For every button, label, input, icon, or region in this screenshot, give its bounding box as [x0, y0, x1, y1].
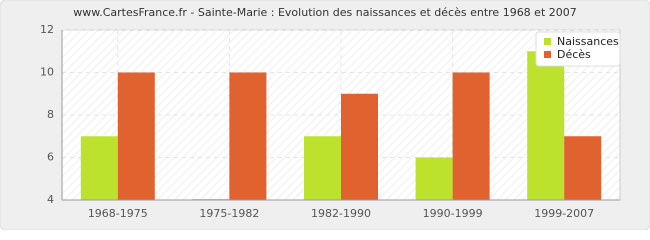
bar: [117, 72, 155, 200]
bar: [80, 136, 118, 200]
x-tick-label: 1999-2007: [534, 207, 594, 220]
legend-label: Naissances: [557, 35, 619, 48]
y-tick-label: 4: [47, 193, 54, 206]
bar: [527, 51, 565, 200]
legend-label: Décès: [557, 48, 591, 61]
bar: [229, 72, 267, 200]
bar: [304, 136, 341, 200]
y-tick-label: 10: [40, 66, 54, 79]
bar: [452, 72, 490, 200]
legend-swatch: [544, 38, 551, 45]
bar: [564, 136, 602, 200]
y-tick-label: 8: [47, 108, 54, 121]
x-tick-label: 1982-1990: [311, 207, 371, 220]
chart: www.CartesFrance.fr - Sainte-Marie : Evo…: [0, 0, 650, 231]
bar: [341, 93, 378, 200]
chart-title: www.CartesFrance.fr - Sainte-Marie : Evo…: [73, 6, 577, 19]
x-tick-label: 1975-1982: [199, 207, 259, 220]
bar: [415, 157, 453, 200]
x-tick-label: 1990-1999: [423, 207, 483, 220]
legend-swatch: [544, 51, 551, 58]
x-tick-label: 1968-1975: [88, 207, 148, 220]
legend-box: [535, 31, 621, 67]
y-tick-label: 12: [40, 23, 54, 36]
y-tick-label: 6: [47, 151, 54, 164]
